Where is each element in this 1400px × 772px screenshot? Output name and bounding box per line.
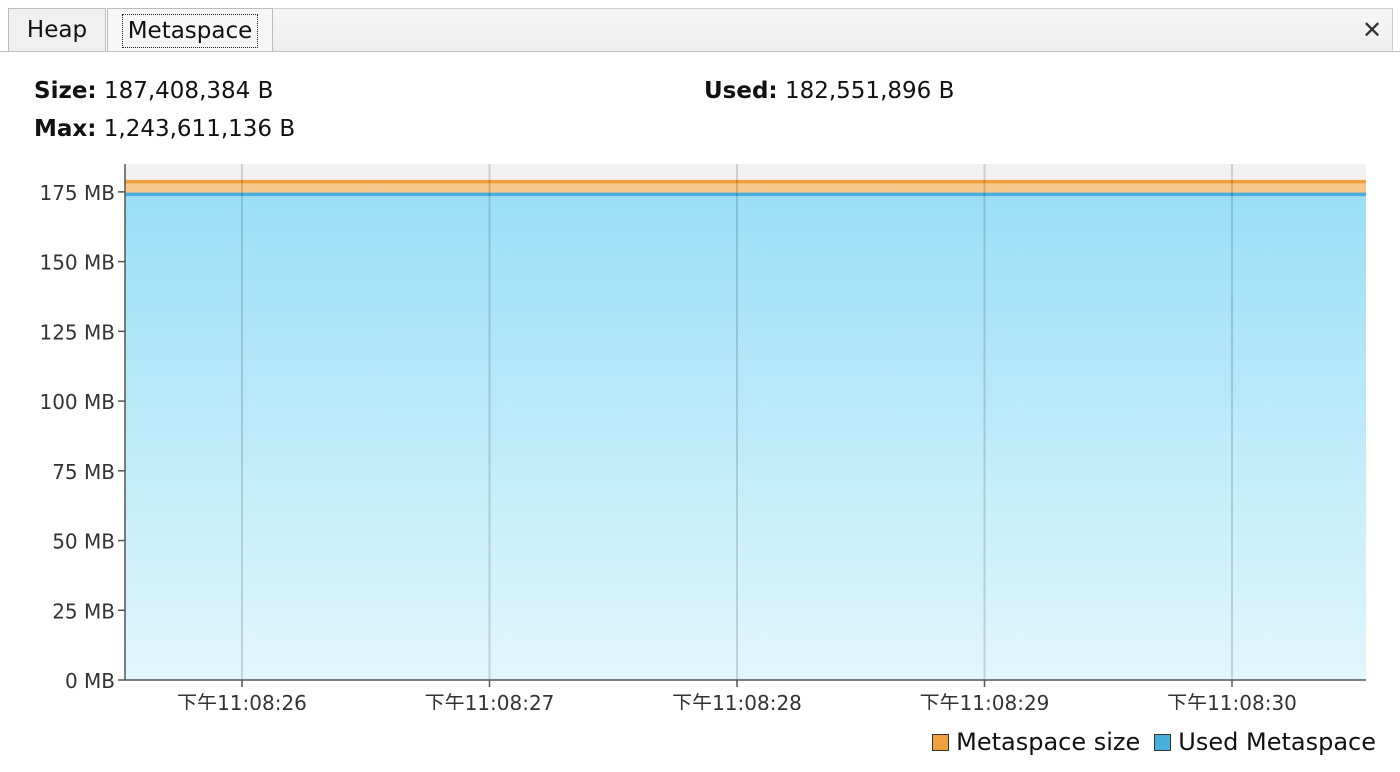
size-value: 187,408,384 B	[104, 78, 273, 104]
used-value: 182,551,896 B	[785, 78, 954, 104]
x-tick-label: 下午11:08:29	[920, 691, 1050, 710]
y-tick-label: 125 MB	[39, 320, 115, 344]
max-value: 1,243,611,136 B	[104, 116, 295, 142]
x-tick-label: 下午11:08:30	[1167, 691, 1297, 710]
tab-heap[interactable]: Heap	[8, 8, 106, 51]
max-label: Max:	[34, 116, 96, 142]
max-stat: Max: 1,243,611,136 B	[34, 116, 295, 142]
x-tick-label: 下午11:08:26	[177, 691, 307, 710]
used-stat: Used: 182,551,896 B	[704, 78, 954, 104]
y-tick-label: 25 MB	[52, 599, 115, 623]
close-icon[interactable]: ✕	[1356, 14, 1388, 46]
tab-bar-divider	[0, 51, 1400, 52]
x-tick-label: 下午11:08:28	[672, 691, 802, 710]
legend-label-used-metaspace: Used Metaspace	[1178, 728, 1376, 756]
used-label: Used:	[704, 78, 778, 104]
y-tick-label: 100 MB	[39, 390, 115, 414]
y-tick-label: 0 MB	[65, 669, 115, 693]
tab-metaspace[interactable]: Metaspace	[107, 8, 273, 52]
legend-item-metaspace-size: Metaspace size	[932, 728, 1140, 756]
chart-legend: Metaspace size Used Metaspace	[918, 728, 1376, 756]
legend-swatch-metaspace-size	[932, 734, 949, 751]
legend-label-metaspace-size: Metaspace size	[956, 728, 1140, 756]
tab-bar-filler	[273, 8, 1393, 51]
area-used-metaspace	[125, 194, 1366, 680]
size-label: Size:	[34, 78, 97, 104]
tab-heap-label: Heap	[27, 17, 87, 43]
chart-svg: 0 MB 25 MB 50 MB 75 MB 100 MB 125 MB 150 MB 175…	[0, 150, 1400, 710]
tab-metaspace-label: Metaspace	[122, 14, 259, 48]
legend-item-used-metaspace: Used Metaspace	[1154, 728, 1376, 756]
tab-bar: Heap Metaspace ✕	[0, 0, 1400, 58]
y-tick-label: 50 MB	[52, 530, 115, 554]
legend-swatch-used-metaspace	[1154, 734, 1171, 751]
y-tick-label: 175 MB	[39, 181, 115, 205]
metaspace-chart: 0 MB 25 MB 50 MB 75 MB 100 MB 125 MB 150 MB 175…	[0, 150, 1400, 710]
size-stat: Size: 187,408,384 B	[34, 78, 273, 104]
y-tick-label: 150 MB	[39, 251, 115, 275]
y-tick-label: 75 MB	[52, 460, 115, 484]
x-tick-label: 下午11:08:27	[425, 691, 555, 710]
